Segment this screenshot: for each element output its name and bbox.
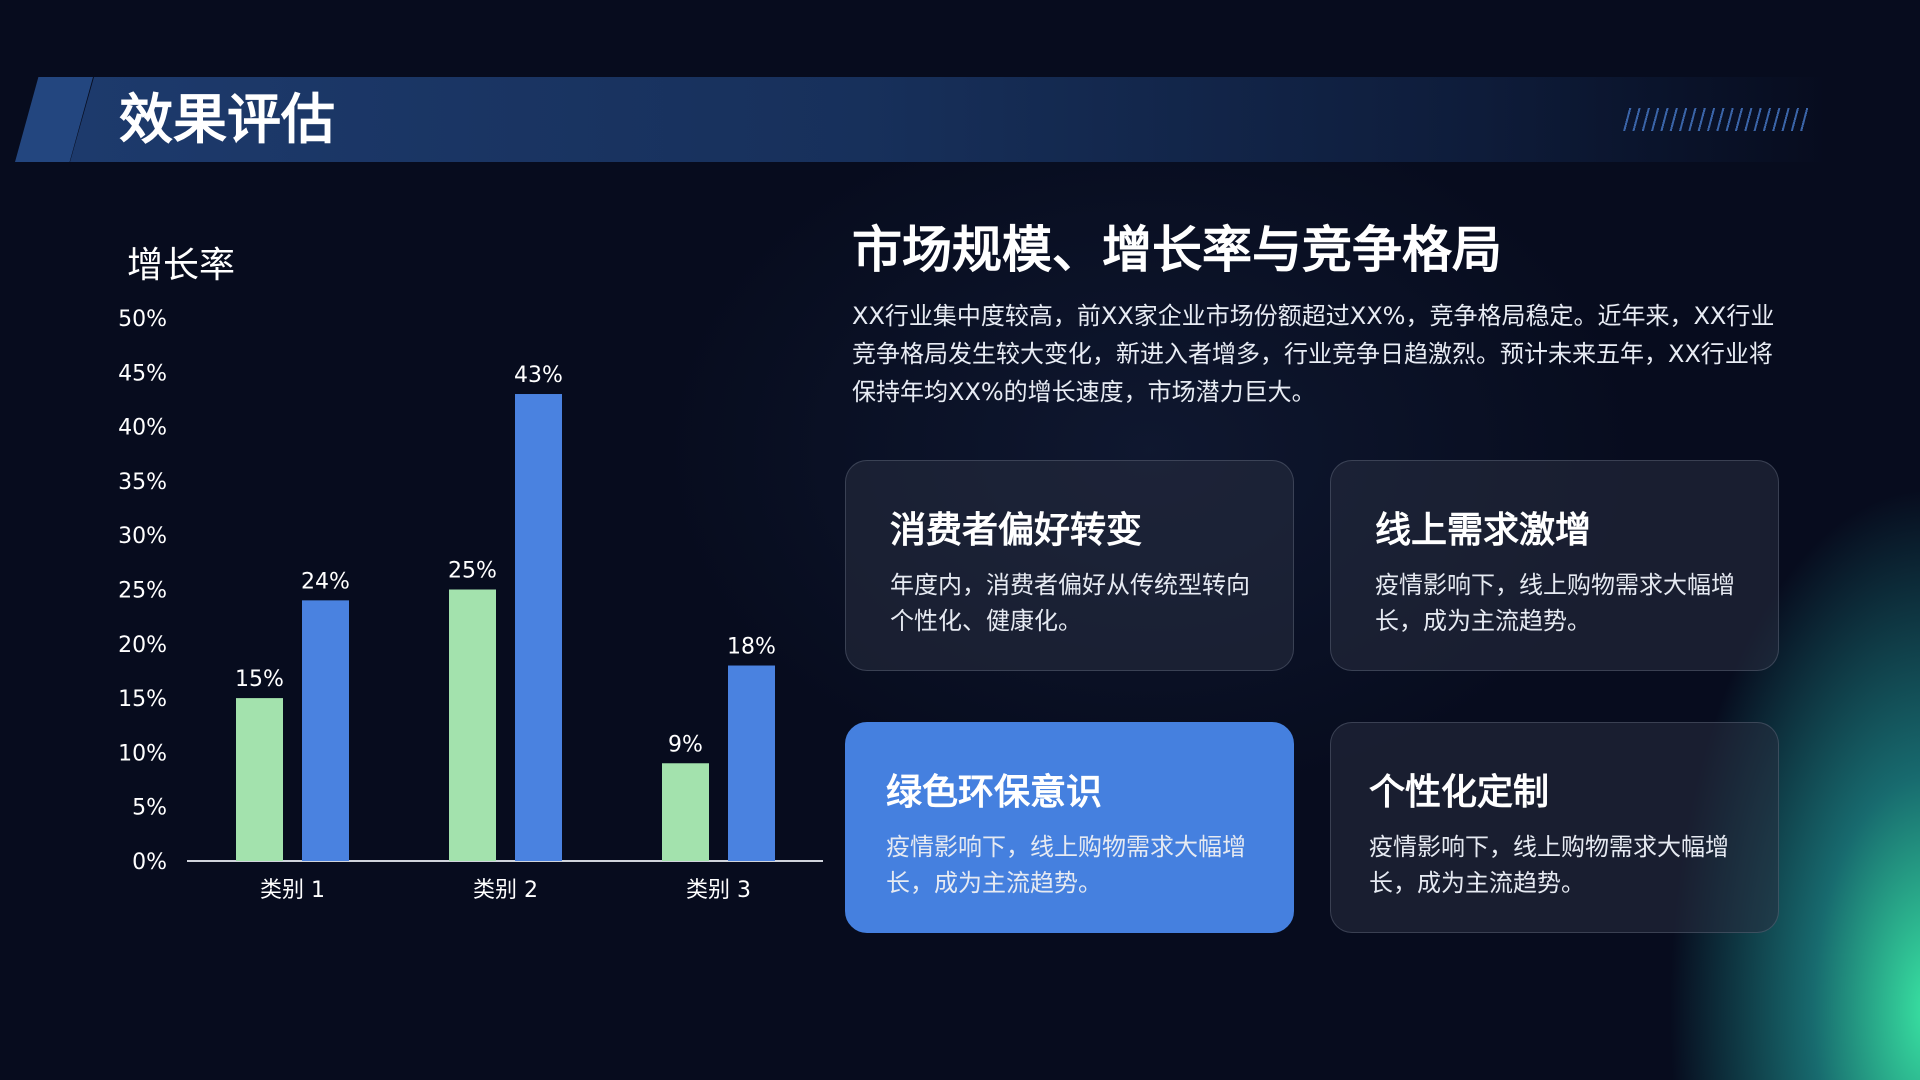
chart-title: 增长率 [127,245,236,286]
y-tick-label: 35% [118,470,167,495]
y-tick-label: 0% [132,850,167,875]
card-consumer-preference: 消费者偏好转变 年度内，消费者偏好从传统型转向个性化、健康化。 [845,460,1294,671]
data-label: 25% [448,559,497,584]
card-title: 消费者偏好转变 [890,510,1143,551]
card-text: 年度内，消费者偏好从传统型转向个性化、健康化。 [890,571,1250,635]
hatch-decoration [1622,108,1808,131]
bar [728,665,775,861]
data-label: 43% [514,363,563,388]
x-tick-label: 类别 2 [473,878,538,903]
card-online-demand: 线上需求激增 疫情影响下，线上购物需求大幅增长，成为主流趋势。 [1330,460,1779,671]
section-title: 市场规模、增长率与竞争格局 [852,221,1502,279]
card-title: 绿色环保意识 [886,772,1103,813]
bar [302,600,349,861]
card-text: 疫情影响下，线上购物需求大幅增长，成为主流趋势。 [1375,571,1735,635]
bar [662,763,709,861]
y-tick-label: 45% [118,361,167,386]
y-tick-label: 50% [118,307,167,332]
card-text: 疫情影响下，线上购物需求大幅增长，成为主流趋势。 [886,833,1246,897]
section-paragraph: XX行业集中度较高，前XX家企业市场份额超过XX%，竞争格局稳定。近年来，XX行… [852,302,1775,406]
card-text: 疫情影响下，线上购物需求大幅增长，成为主流趋势。 [1369,833,1729,897]
x-tick-label: 类别 3 [686,878,751,903]
header-bar [70,77,1830,162]
data-label: 24% [301,569,350,594]
y-tick-label: 5% [132,796,167,821]
card-green-awareness: 绿色环保意识 疫情影响下，线上购物需求大幅增长，成为主流趋势。 [845,722,1294,933]
x-tick-label: 类别 1 [260,878,325,903]
y-tick-label: 10% [118,741,167,766]
y-tick-label: 15% [118,687,167,712]
data-label: 18% [727,635,776,660]
card-title: 个性化定制 [1369,772,1550,813]
card-title: 线上需求激增 [1375,510,1592,551]
data-label: 15% [235,667,284,692]
page-title: 效果评估 [119,88,335,151]
y-tick-label: 30% [118,524,167,549]
y-tick-label: 25% [118,579,167,604]
data-label: 9% [668,732,703,757]
y-tick-label: 20% [118,633,167,658]
bar [515,394,562,861]
bar [236,698,283,861]
y-tick-label: 40% [118,416,167,441]
bar [449,589,496,861]
bar-chart: 0% 5% 10% 15% 20% 25% 30% 35% 40% 45% 50% 15% 24% 类别 … [118,307,823,903]
card-customization: 个性化定制 疫情影响下，线上购物需求大幅增长，成为主流趋势。 [1330,722,1779,933]
